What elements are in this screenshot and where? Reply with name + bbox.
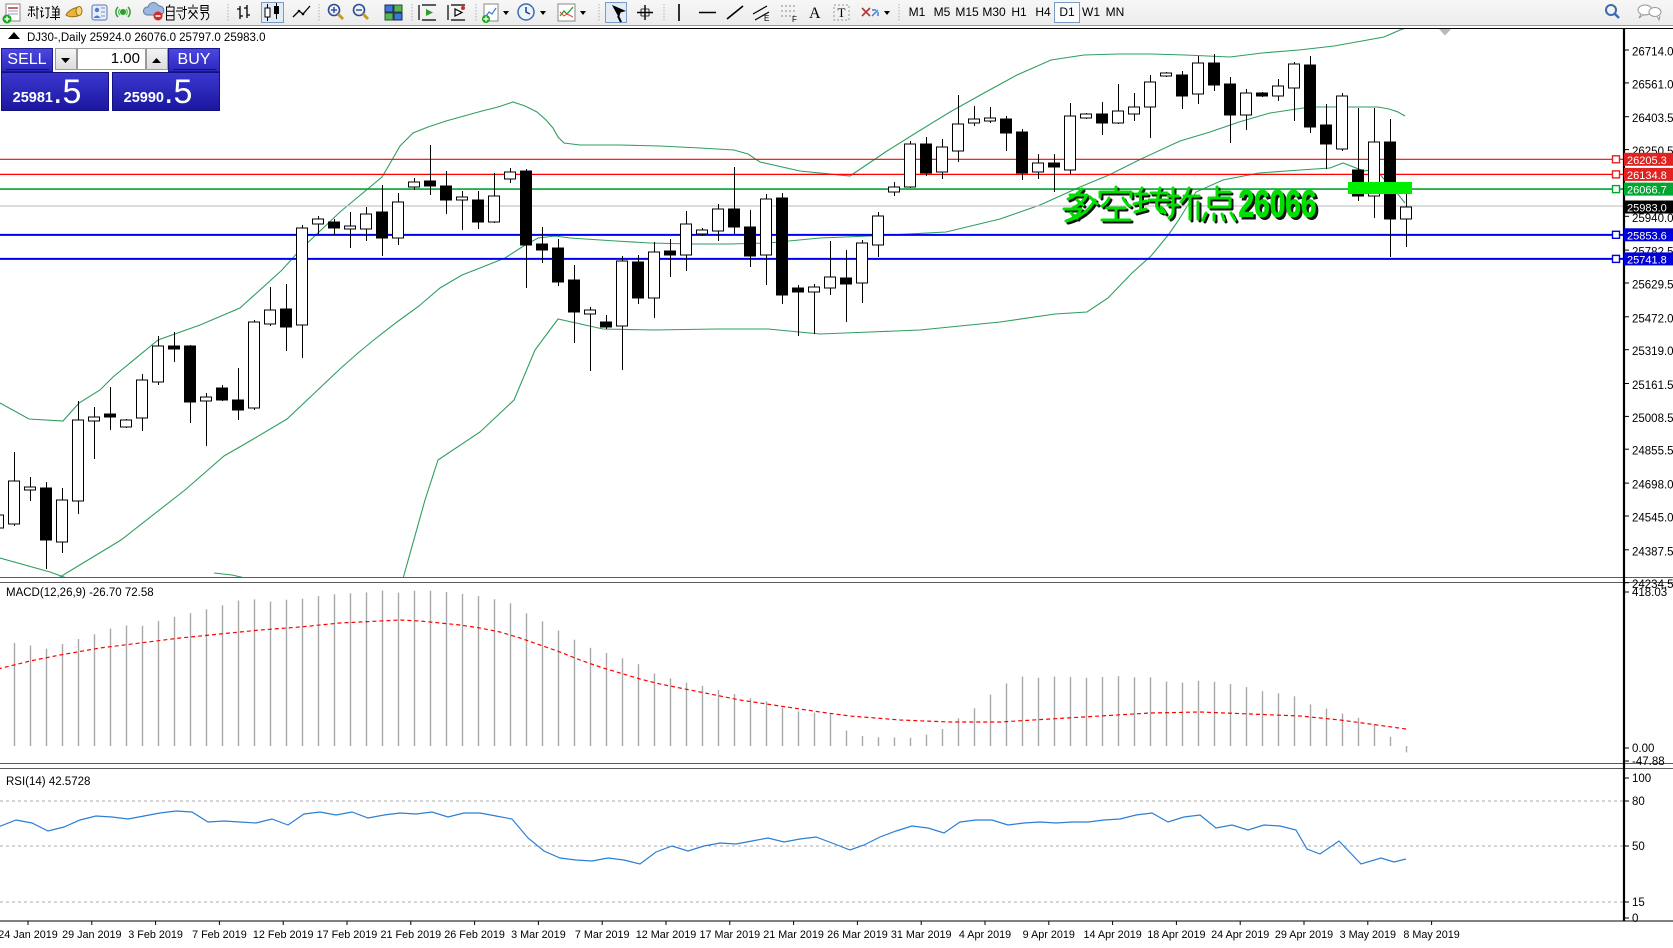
svg-text:25161.5: 25161.5 <box>1632 380 1673 392</box>
svg-text:26714.0: 26714.0 <box>1632 47 1673 59</box>
svg-text:418.03: 418.03 <box>1632 587 1667 599</box>
svg-text:25008.5: 25008.5 <box>1632 413 1673 425</box>
svg-text:25940.0: 25940.0 <box>1632 213 1673 225</box>
svg-text:26205.3: 26205.3 <box>1627 155 1667 167</box>
svg-text:24387.5: 24387.5 <box>1632 546 1673 558</box>
svg-text:T: T <box>838 5 846 20</box>
svg-text:0: 0 <box>1632 913 1638 925</box>
svg-text:E: E <box>764 14 769 23</box>
svg-text:3 Feb 2019: 3 Feb 2019 <box>128 929 183 941</box>
svg-text:12 Mar 2019: 12 Mar 2019 <box>636 929 697 941</box>
svg-text:A: A <box>809 5 821 22</box>
svg-text:24 Apr 2019: 24 Apr 2019 <box>1211 929 1269 941</box>
svg-text:24234.5: 24234.5 <box>1632 579 1673 591</box>
svg-text:17 Feb 2019: 17 Feb 2019 <box>317 929 378 941</box>
svg-text:0.00: 0.00 <box>1632 743 1654 755</box>
svg-text:29 Apr 2019: 29 Apr 2019 <box>1275 929 1333 941</box>
svg-text:24698.0: 24698.0 <box>1632 480 1673 492</box>
svg-text:26561.0: 26561.0 <box>1632 79 1673 91</box>
svg-text:4 Apr 2019: 4 Apr 2019 <box>959 929 1011 941</box>
svg-text:14 Apr 2019: 14 Apr 2019 <box>1083 929 1141 941</box>
svg-text:3 May 2019: 3 May 2019 <box>1340 929 1396 941</box>
svg-text:26 Mar 2019: 26 Mar 2019 <box>827 929 888 941</box>
svg-text:25983.0: 25983.0 <box>1627 203 1667 215</box>
svg-text:25472.0: 25472.0 <box>1632 313 1673 325</box>
svg-text:25319.0: 25319.0 <box>1632 346 1673 358</box>
svg-text:26066.7: 26066.7 <box>1627 185 1667 197</box>
svg-text:7 Feb 2019: 7 Feb 2019 <box>192 929 247 941</box>
svg-text:24 Jan 2019: 24 Jan 2019 <box>0 929 58 941</box>
svg-text:24855.5: 24855.5 <box>1632 446 1673 458</box>
svg-text:26066: 26066 <box>1241 186 1319 228</box>
svg-text:MACD(12,26,9) -26.70 72.58: MACD(12,26,9) -26.70 72.58 <box>6 587 154 599</box>
svg-text:17 Mar 2019: 17 Mar 2019 <box>699 929 760 941</box>
svg-text:25853.6: 25853.6 <box>1627 230 1667 242</box>
svg-text:21 Feb 2019: 21 Feb 2019 <box>380 929 441 941</box>
svg-text:26066: 26066 <box>1239 184 1317 226</box>
svg-text:25741.8: 25741.8 <box>1627 254 1667 266</box>
svg-text:15: 15 <box>1632 897 1645 909</box>
svg-text:26134.8: 26134.8 <box>1627 170 1667 182</box>
svg-text:100: 100 <box>1632 773 1651 785</box>
svg-text:12 Feb 2019: 12 Feb 2019 <box>253 929 314 941</box>
svg-text:18 Apr 2019: 18 Apr 2019 <box>1147 929 1205 941</box>
svg-text:7 Mar 2019: 7 Mar 2019 <box>575 929 630 941</box>
svg-text:26 Feb 2019: 26 Feb 2019 <box>444 929 505 941</box>
svg-text:F: F <box>792 15 797 24</box>
svg-text:3 Mar 2019: 3 Mar 2019 <box>511 929 566 941</box>
svg-text:RSI(14) 42.5728: RSI(14) 42.5728 <box>6 776 90 788</box>
svg-text:26403.5: 26403.5 <box>1632 113 1673 125</box>
svg-text:50: 50 <box>1632 841 1645 853</box>
svg-text:8 May 2019: 8 May 2019 <box>1403 929 1459 941</box>
svg-text:21 Mar 2019: 21 Mar 2019 <box>763 929 824 941</box>
svg-text:25629.5: 25629.5 <box>1632 280 1673 292</box>
svg-text:31 Mar 2019: 31 Mar 2019 <box>891 929 952 941</box>
svg-text:24545.0: 24545.0 <box>1632 513 1673 525</box>
svg-text:29 Jan 2019: 29 Jan 2019 <box>62 929 121 941</box>
svg-text:DJ30-,Daily 25924.0 26076.0 2: DJ30-,Daily 25924.0 26076.0 25797.0 2598… <box>27 32 266 44</box>
svg-text:80: 80 <box>1632 796 1645 808</box>
svg-text:9 Apr 2019: 9 Apr 2019 <box>1023 929 1075 941</box>
svg-text:-47.88: -47.88 <box>1632 756 1665 768</box>
